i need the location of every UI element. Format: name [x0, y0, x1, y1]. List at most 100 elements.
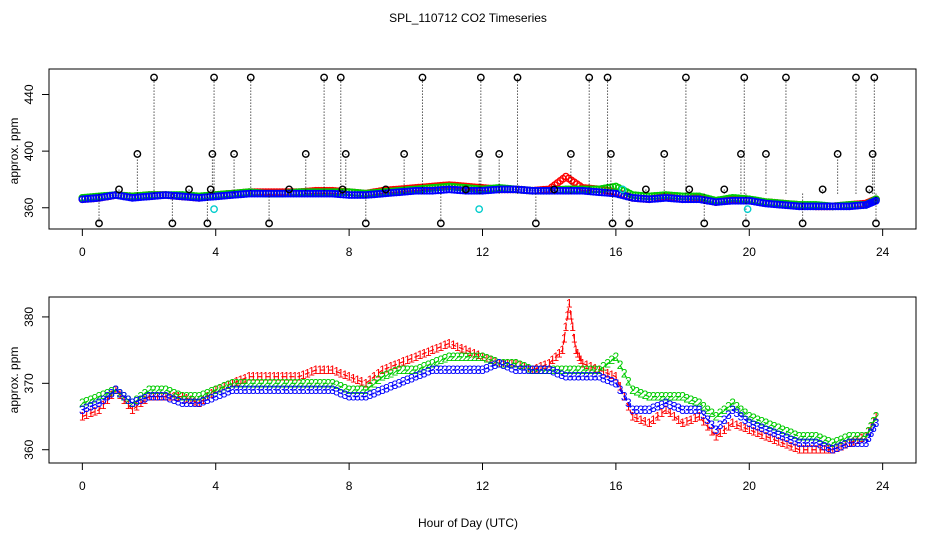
data-point: [839, 202, 848, 211]
data-point: [578, 186, 587, 195]
data-point-label: 2: [346, 383, 353, 397]
data-point-label: 2: [375, 373, 382, 387]
data-point-label: 2: [296, 376, 303, 390]
x-tick-label: 20: [743, 245, 757, 259]
data-point: [309, 189, 317, 198]
data-point: [833, 150, 842, 158]
data-point-label: 1: [258, 370, 265, 384]
data-point-label: 1: [625, 400, 632, 414]
data-point-label: 1: [733, 418, 740, 432]
data-point-label: 2: [683, 391, 690, 405]
data-point-label: 3: [308, 383, 315, 397]
data-point: [89, 194, 98, 203]
data-point-label: 3: [625, 396, 632, 410]
data-point-label: 3: [246, 383, 253, 397]
data-point: [625, 219, 634, 228]
data-point: [523, 186, 531, 195]
data-point-label: 1: [825, 443, 832, 457]
data-point-label: 1: [400, 355, 407, 369]
data-point-label: 3: [579, 370, 586, 384]
data-point-label: 3: [788, 433, 795, 447]
data-point-label: 1: [675, 413, 682, 427]
data-point-label: 3: [496, 356, 503, 370]
data-point-label: 3: [396, 376, 403, 390]
figure-title: SPL_110712 CO2 Timeseries: [389, 11, 547, 25]
data-point-label: 2: [175, 388, 182, 402]
y-tick-label: 400: [22, 141, 36, 161]
data-point-label: 2: [383, 368, 390, 382]
data-point-label: 3: [258, 383, 265, 397]
data-point-label: 3: [250, 383, 257, 397]
data-point-label: 3: [583, 370, 590, 384]
data-point-label: 1: [788, 439, 795, 453]
data-point-label: 2: [617, 358, 624, 372]
data-point-label: 1: [792, 441, 799, 455]
data-point-label: 3: [479, 363, 486, 377]
data-point-label: 1: [633, 411, 640, 425]
data-point: [606, 150, 615, 158]
data-point-label: 2: [204, 386, 211, 400]
data-point: [575, 186, 584, 195]
data-point: [211, 192, 220, 201]
data-point-label: 3: [813, 436, 820, 450]
data-point-label: 3: [538, 363, 545, 377]
data-point: [476, 73, 485, 82]
data-point: [336, 73, 345, 82]
data-point: [682, 73, 690, 82]
data-point-label: 3: [846, 436, 853, 450]
data-point-label: 1: [873, 410, 880, 424]
data-point: [743, 205, 752, 214]
data-point-label: 2: [179, 390, 186, 404]
data-point-label: 3: [763, 423, 770, 437]
data-point-label: 2: [475, 350, 482, 364]
data-point: [453, 186, 462, 194]
data-point-label: 1: [137, 396, 144, 410]
data-point: [659, 194, 668, 202]
data-point-label: 2: [146, 383, 153, 397]
data-point-label: 3: [554, 366, 561, 380]
data-point-label: 3: [129, 396, 136, 410]
data-point-label: 1: [542, 358, 549, 372]
data-point-label: 2: [242, 376, 249, 390]
data-point-label: 1: [454, 340, 461, 354]
data-point: [414, 186, 423, 195]
data-point: [656, 194, 665, 203]
data-point-label: 2: [425, 358, 432, 372]
data-point-label: 1: [700, 415, 707, 429]
data-point-label: 1: [568, 308, 575, 322]
data-point-label: 2: [508, 356, 515, 370]
data-point-label: 1: [854, 433, 861, 447]
data-point-label: 3: [171, 393, 178, 407]
data-point-label: 3: [383, 381, 390, 395]
data-point-label: 3: [392, 378, 399, 392]
data-point-label: 3: [758, 421, 765, 435]
data-point-label: 2: [500, 356, 507, 370]
data-point: [720, 185, 729, 194]
data-point-label: 1: [450, 338, 457, 352]
data-point-label: 3: [571, 370, 578, 384]
data-point-label: 3: [771, 426, 778, 440]
data-point-label: 1: [729, 416, 736, 430]
data-point-label: 2: [275, 376, 282, 390]
data-point: [156, 191, 165, 200]
data-point-label: 1: [646, 416, 653, 430]
data-point-label: 1: [458, 341, 465, 355]
data-point-label: 1: [658, 406, 665, 420]
data-point-label: 3: [529, 363, 536, 377]
data-point: [573, 186, 581, 195]
data-point-label: 2: [788, 426, 795, 440]
data-point: [445, 185, 454, 194]
data-point-label: 2: [642, 388, 649, 402]
data-point-label: 1: [283, 370, 290, 384]
data-point-label: 3: [362, 390, 369, 404]
data-point: [239, 190, 248, 198]
data-point-label: 2: [271, 376, 278, 390]
data-point-label: 2: [808, 429, 815, 443]
data-point-label: 1: [404, 353, 411, 367]
data-point-label: 1: [533, 361, 540, 375]
data-point-label: 1: [175, 390, 182, 404]
data-point-label: 1: [721, 423, 728, 437]
x-tick-label: 12: [476, 245, 490, 259]
data-point-label: 3: [700, 408, 707, 422]
data-point-label: 1: [579, 356, 586, 370]
